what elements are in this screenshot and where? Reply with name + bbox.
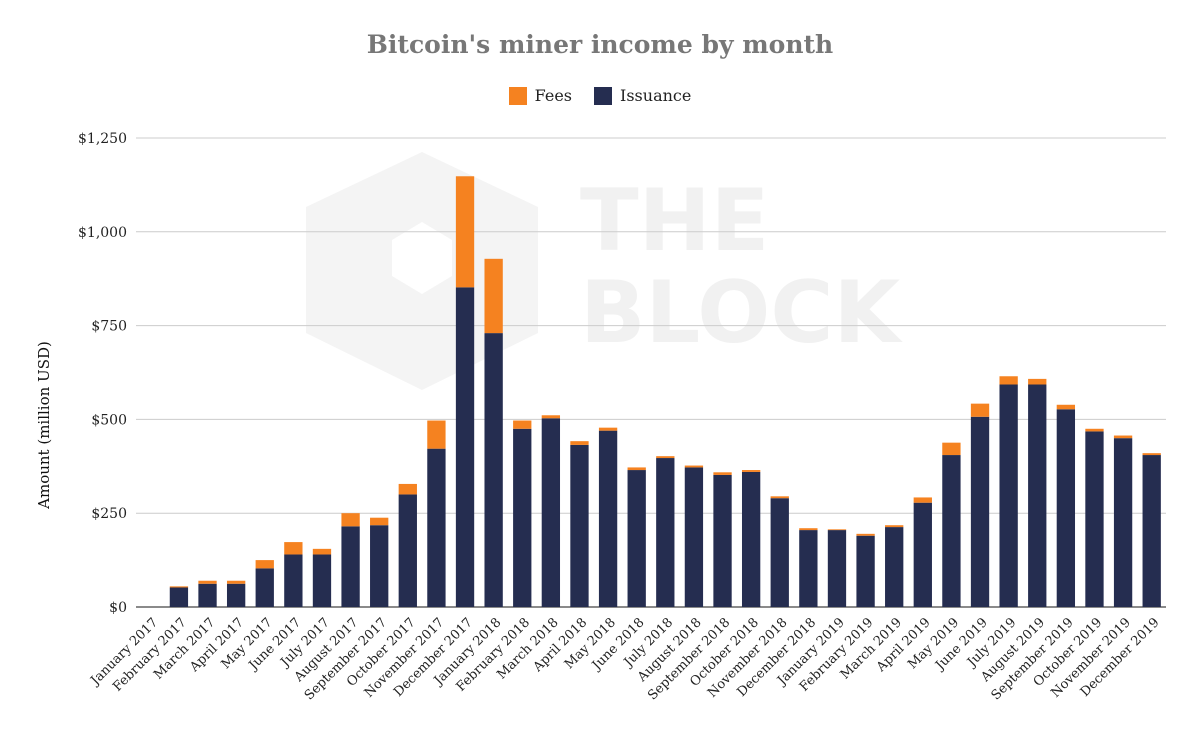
bar-issuance	[856, 535, 875, 607]
gridlines	[136, 137, 1166, 608]
bar-issuance	[770, 498, 789, 607]
bar-issuance	[827, 530, 847, 607]
bar-fees	[1113, 435, 1133, 439]
bar-issuance	[656, 458, 675, 607]
legend-label-fees: Fees	[534, 86, 573, 105]
bar-fees	[169, 586, 189, 588]
y-tick-label: $0	[109, 600, 127, 616]
bar-fees	[627, 467, 646, 471]
bar-issuance	[799, 530, 818, 607]
bar-fees	[198, 580, 217, 584]
bar-fees	[827, 529, 847, 531]
bar-fees	[255, 560, 274, 569]
bar-fees	[1028, 378, 1047, 385]
bar-fees	[713, 472, 732, 475]
bar-fees	[741, 470, 761, 472]
bar-fees	[970, 403, 990, 417]
legend-swatch-fees	[508, 86, 527, 105]
watermark-text-line1: THE	[580, 171, 769, 271]
bar-issuance	[942, 455, 961, 607]
watermark-text-line2: BLOCK	[580, 263, 904, 363]
bar-issuance	[598, 430, 618, 607]
bar-fees	[1056, 404, 1076, 410]
bar-issuance	[1085, 431, 1104, 607]
bar-fees	[312, 548, 332, 555]
bar-fees	[999, 376, 1018, 385]
bar-fees	[770, 496, 789, 499]
bar-issuance	[370, 525, 389, 607]
y-tick-label: $1,250	[78, 131, 127, 147]
bars	[169, 176, 1161, 607]
bar-issuance	[741, 471, 761, 607]
bar-issuance	[484, 333, 503, 607]
watermark-logo-inner	[392, 222, 452, 294]
bar-fees	[570, 441, 589, 445]
bar-fees	[398, 483, 417, 495]
legend-swatch-issuance	[594, 86, 613, 105]
bar-issuance	[455, 287, 475, 607]
bar-issuance	[198, 583, 217, 607]
bar-issuance	[885, 527, 904, 607]
bar-issuance	[398, 494, 417, 607]
y-tick-label: $500	[91, 412, 127, 428]
legend-item-issuance: Issuance	[594, 86, 691, 105]
bar-issuance	[684, 467, 704, 607]
bar-issuance	[713, 474, 732, 607]
bar-issuance	[1028, 384, 1047, 607]
bar-fees	[913, 497, 932, 503]
legend-label-issuance: Issuance	[620, 86, 692, 105]
bar-issuance	[999, 384, 1018, 607]
bar-issuance	[541, 418, 561, 607]
bar-issuance	[1113, 438, 1133, 607]
bar-issuance	[226, 583, 246, 607]
bar-issuance	[1142, 455, 1161, 607]
bar-issuance	[341, 526, 360, 607]
chart-title: Bitcoin's miner income by month	[366, 30, 834, 59]
y-tick-label: $250	[91, 506, 127, 522]
bar-issuance	[627, 470, 646, 607]
bar-fees	[341, 513, 360, 527]
bar-fees	[656, 456, 675, 459]
bar-fees	[856, 533, 875, 536]
bar-issuance	[312, 554, 332, 607]
y-tick-label: $750	[91, 319, 127, 335]
legend-item-fees: Fees	[508, 86, 573, 105]
bar-fees	[942, 442, 961, 456]
bar-fees	[484, 258, 503, 334]
legend: Fees Issuance	[0, 86, 1200, 105]
bar-fees	[799, 528, 818, 531]
bar-issuance	[427, 448, 446, 607]
bar-fees	[541, 415, 561, 419]
bar-issuance	[913, 502, 932, 607]
bar-issuance	[284, 554, 303, 607]
bar-issuance	[255, 568, 274, 607]
bar-fees	[226, 580, 246, 584]
y-tick-label: $1,000	[78, 225, 127, 241]
bar-issuance	[513, 428, 532, 607]
bar-fees	[427, 420, 446, 449]
bar-issuance	[169, 587, 189, 607]
watermark: THE BLOCK	[306, 152, 904, 390]
bar-issuance	[570, 444, 589, 607]
bar-fees	[885, 525, 904, 528]
bar-fees	[284, 542, 303, 555]
bar-fees	[1085, 428, 1104, 432]
bar-fees	[1142, 453, 1161, 456]
bar-issuance	[1056, 409, 1076, 607]
bar-fees	[370, 517, 389, 526]
bar-fees	[455, 176, 475, 288]
y-axis-ticks: $0 $250 $500 $750 $1,000 $1,250	[78, 131, 127, 616]
bar-fees	[684, 465, 704, 468]
bar-fees	[598, 427, 618, 431]
bar-fees	[513, 420, 532, 429]
bar-issuance	[970, 416, 990, 607]
